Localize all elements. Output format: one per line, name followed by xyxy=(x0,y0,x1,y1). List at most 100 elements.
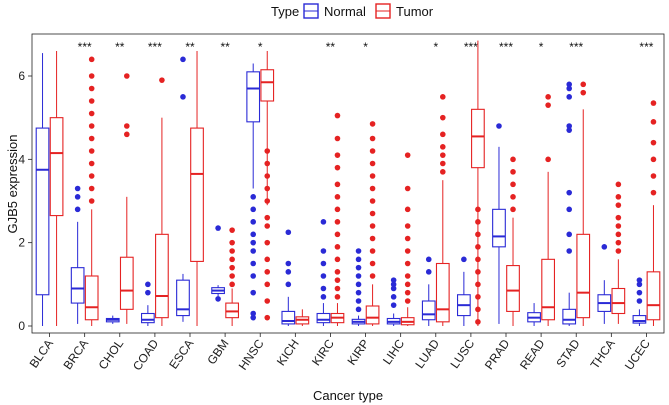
outlier-point xyxy=(369,121,376,127)
outlier-point xyxy=(650,173,657,179)
box-tumor-lihc xyxy=(400,152,415,326)
outlier-point xyxy=(369,135,376,142)
outlier-point xyxy=(369,210,376,217)
outlier-point xyxy=(334,219,341,225)
x-tick-label: THCA xyxy=(588,337,618,372)
box-normal-lihc xyxy=(386,277,401,326)
x-tick-label: LIHC xyxy=(380,336,407,367)
outlier-point xyxy=(264,173,271,179)
outlier-point xyxy=(369,185,376,192)
outlier-point xyxy=(334,269,341,275)
box-iqr xyxy=(225,302,240,319)
outlier-point xyxy=(355,264,362,271)
outlier-point xyxy=(264,298,271,304)
outlier-point xyxy=(475,256,481,263)
outlier-point xyxy=(545,156,551,163)
box-tumor-gbm xyxy=(225,227,240,326)
y-tick-label: 6 xyxy=(18,69,25,83)
x-tick-label: COAD xyxy=(130,336,162,373)
outlier-point xyxy=(159,77,165,83)
outlier-point xyxy=(566,123,572,129)
outlier-point xyxy=(566,248,572,254)
outlier-point xyxy=(334,206,341,213)
outlier-point xyxy=(475,269,481,275)
outlier-point xyxy=(369,248,376,254)
outlier-point xyxy=(285,281,292,288)
box-tumor-ucec xyxy=(646,100,661,326)
box-normal-brca xyxy=(70,185,85,324)
outlier-point xyxy=(180,56,186,63)
outlier-point xyxy=(369,198,376,204)
x-tick-label: READ xyxy=(517,336,548,372)
outlier-point xyxy=(404,206,411,213)
outlier-point xyxy=(615,202,622,208)
significance-label: * xyxy=(363,40,368,54)
box-tumor-luad xyxy=(435,94,450,326)
outlier-point xyxy=(264,269,271,275)
outlier-point xyxy=(475,244,481,250)
outlier-point xyxy=(250,206,256,213)
box-iqr xyxy=(246,71,261,123)
y-tick-label: 0 xyxy=(18,319,25,333)
outlier-point xyxy=(334,135,341,142)
box-normal-luad xyxy=(421,256,436,326)
outlier-point xyxy=(355,273,362,279)
outlier-point xyxy=(369,273,376,279)
outlier-point xyxy=(250,231,256,238)
outlier-point xyxy=(650,119,657,125)
outlier-point xyxy=(390,294,397,300)
outlier-point xyxy=(180,94,186,100)
outlier-point xyxy=(440,160,446,167)
box-normal-lusc xyxy=(456,256,471,326)
box-normal-prad xyxy=(492,123,506,324)
x-tick-label: GBM xyxy=(204,337,231,367)
outlier-point xyxy=(475,219,481,225)
legend-label-normal: Normal xyxy=(324,4,366,19)
outlier-point xyxy=(475,281,481,288)
outlier-point xyxy=(404,152,411,158)
outlier-point xyxy=(250,260,256,267)
outlier-point xyxy=(334,181,341,188)
outlier-point xyxy=(615,231,622,238)
outlier-point xyxy=(650,100,657,106)
outlier-point xyxy=(229,248,235,254)
outlier-point xyxy=(475,306,481,313)
outlier-point xyxy=(461,256,467,263)
outlier-point xyxy=(369,235,376,242)
significance-label: *** xyxy=(78,40,92,54)
x-tick-label: PRAD xyxy=(482,336,513,372)
outlier-point xyxy=(566,127,572,133)
x-axis-title: Cancer type xyxy=(313,388,383,403)
box-iqr xyxy=(70,267,85,304)
outlier-point xyxy=(355,281,362,288)
box-iqr xyxy=(435,262,450,323)
outlier-point xyxy=(510,194,516,200)
outlier-point xyxy=(334,294,341,300)
outlier-point xyxy=(510,206,516,213)
outlier-point xyxy=(390,277,397,283)
box-normal-kirc xyxy=(316,219,331,326)
outlier-point xyxy=(250,310,256,317)
outlier-point xyxy=(250,314,256,321)
significance-labels: *** ** *** ** ** * ** * * *** *** * *** *** xyxy=(78,40,654,54)
outlier-point xyxy=(229,239,235,246)
y-tick-label: 2 xyxy=(18,236,25,250)
outlier-point xyxy=(88,198,95,204)
outlier-point xyxy=(404,289,411,296)
outlier-point xyxy=(440,144,446,150)
outlier-point xyxy=(264,239,271,246)
significance-label: * xyxy=(539,40,544,54)
outlier-point xyxy=(475,294,481,300)
outlier-point xyxy=(229,227,235,233)
outlier-point xyxy=(475,319,481,325)
outlier-point xyxy=(580,89,587,96)
outlier-point xyxy=(440,152,446,158)
outlier-point xyxy=(566,94,572,100)
outlier-point xyxy=(250,219,256,225)
outlier-point xyxy=(510,156,516,163)
outlier-point xyxy=(334,164,341,171)
outlier-point xyxy=(320,273,327,279)
significance-label: * xyxy=(433,40,438,54)
significance-label: *** xyxy=(569,40,583,54)
